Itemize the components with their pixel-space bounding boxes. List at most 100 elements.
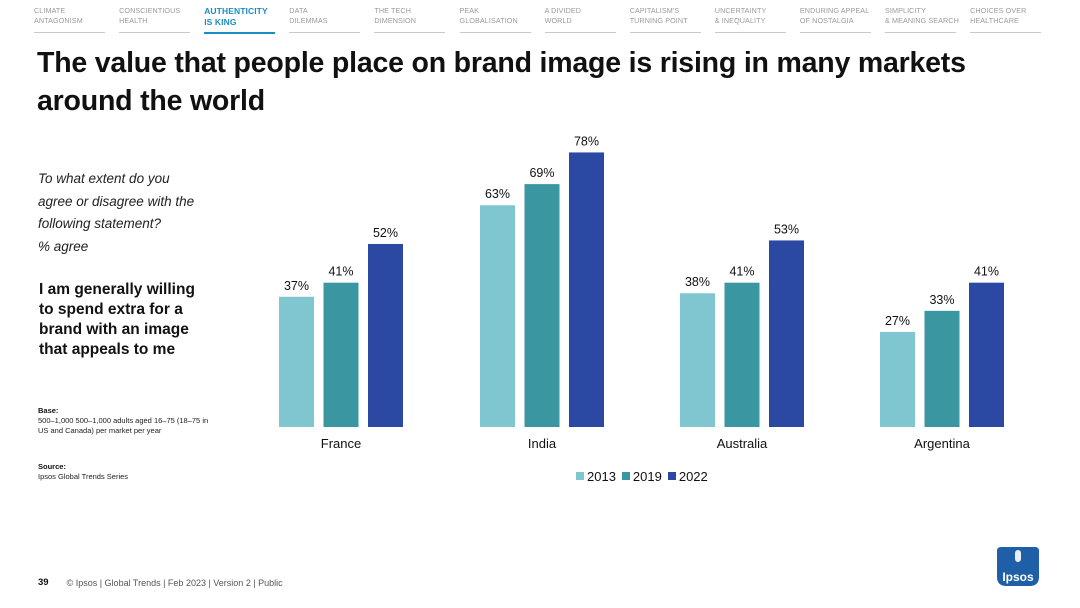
nav-item-4[interactable]: DATA DILEMMAS [289, 6, 361, 33]
bar-australia-2019 [724, 282, 760, 427]
base-heading: Base: [38, 406, 59, 415]
nav-item-label: PEAK [459, 6, 480, 15]
title-line-2: around the world [37, 85, 265, 117]
nav-item-label: A DIVIDED [544, 6, 582, 15]
nav-item-label: CAPITALISM'S [629, 6, 680, 15]
legend-swatch [621, 472, 630, 480]
data-label-france-2022: 52% [373, 226, 398, 240]
nav-item-label: GLOBALISATION [459, 15, 518, 25]
svg-text:Ipsos: Ipsos [1002, 570, 1034, 584]
statement-line-2: to spend extra for a [39, 301, 183, 318]
question-line-3: following statement? [38, 216, 162, 231]
category-label-france: France [321, 436, 361, 451]
data-label-france-2013: 37% [284, 279, 309, 293]
nav-item-label: HEALTHCARE [970, 15, 1019, 25]
nav-item-label: UNCERTAINTY [714, 6, 767, 15]
nav-item-1[interactable]: CLIMATE ANTAGONISM [34, 6, 105, 33]
source-note: Source: Ipsos Global Trends Series [38, 462, 238, 482]
nav-item-label: DATA [289, 6, 308, 15]
nav-item-label: THE TECH [374, 6, 411, 15]
bar-france-2013 [279, 296, 314, 427]
nav-item-label: HEALTH [119, 15, 148, 25]
nav-item-label: ENDURING APPEAL [799, 6, 870, 15]
nav-item-label: CHOICES OVER [970, 6, 1027, 15]
bar-argentina-2022 [969, 282, 1004, 427]
data-label-australia-2019: 41% [729, 265, 754, 279]
nav-item-label: WORLD [544, 15, 572, 25]
page-title: The value that people place on brand ima… [37, 44, 997, 120]
statement-line-3: brand with an image [39, 321, 189, 338]
bar-australia-2022 [769, 240, 804, 427]
base-note: Base: 500–1,000 500–1,000 adults aged 16… [38, 406, 238, 436]
nav-item-10[interactable]: ENDURING APPEAL OF NOSTALGIA [799, 6, 871, 33]
data-label-argentina-2019: 33% [929, 293, 954, 307]
statement-text: I am generally willing to spend extra fo… [39, 280, 239, 360]
question-line-4: % agree [38, 238, 89, 254]
source-line-1: Ipsos Global Trends Series [38, 472, 129, 481]
nav-item-2[interactable]: CONSCIENTIOUS HEALTH [119, 6, 191, 33]
nav-item-11[interactable]: SIMPLICITY & MEANING SEARCH [885, 6, 959, 33]
footer-text: © Ipsos | Global Trends | Feb 2023 | Ver… [66, 577, 283, 588]
data-label-india-2013: 63% [485, 187, 510, 201]
data-label-argentina-2022: 41% [974, 265, 999, 279]
nav-item-label: SIMPLICITY [885, 6, 926, 15]
ipsos-logo: Ipsos [997, 547, 1039, 586]
data-label-australia-2022: 53% [774, 222, 799, 236]
nav-item-label: AUTHENTICITY [204, 6, 268, 16]
nav-item-label: & MEANING SEARCH [885, 15, 959, 25]
data-label-india-2022: 78% [574, 134, 599, 148]
nav-item-5[interactable]: THE TECH DIMENSION [374, 6, 446, 33]
legend-label: 2019 [632, 468, 662, 484]
nav-item-9[interactable]: UNCERTAINTY & INEQUALITY [714, 6, 786, 33]
bar-india-2013 [480, 205, 515, 427]
question-text: To what extent do you agree or disagree … [38, 168, 248, 258]
data-label-argentina-2013: 27% [885, 314, 910, 328]
bar-australia-2013 [680, 293, 715, 427]
legend-swatch [576, 472, 584, 480]
question-line-2: agree or disagree with the [38, 193, 195, 209]
page-number: 39 [38, 577, 49, 588]
category-label-australia: Australia [717, 436, 768, 451]
footer: 39 © Ipsos | Global Trends | Feb 2023 | … [38, 577, 283, 588]
nav-item-label: TURNING POINT [629, 15, 688, 25]
base-line-1: 500–1,000 500–1,000 adults aged 16–75 (1… [38, 416, 209, 425]
legend-item-2019: 2019 [621, 468, 662, 484]
legend-label: 2013 [587, 468, 616, 484]
bar-india-2022 [569, 152, 604, 427]
nav-item-7[interactable]: A DIVIDED WORLD [544, 6, 616, 33]
legend-item-2022: 2022 [667, 468, 708, 484]
nav-item-6[interactable]: PEAK GLOBALISATION [459, 6, 531, 33]
bar-india-2019 [524, 184, 560, 427]
nav-item-label: OF NOSTALGIA [799, 15, 854, 25]
bar-france-2022 [368, 243, 403, 427]
nav-item-8[interactable]: CAPITALISM'S TURNING POINT [629, 6, 701, 33]
nav-item-12[interactable]: CHOICES OVER HEALTHCARE [970, 6, 1042, 33]
title-line-1: The value that people place on brand ima… [37, 47, 966, 79]
data-label-france-2019: 41% [328, 265, 353, 279]
category-label-india: India [528, 436, 557, 451]
nav-item-label: IS KING [204, 17, 237, 27]
nav-item-label: DILEMMAS [289, 15, 328, 25]
category-label-argentina: Argentina [914, 436, 970, 451]
source-heading: Source: [38, 462, 66, 471]
base-line-2: US and Canada) per market per year [38, 426, 162, 435]
nav-item-label: DIMENSION [374, 15, 417, 25]
nav-item-label: ANTAGONISM [34, 15, 83, 25]
question-line-1: To what extent do you [38, 171, 170, 186]
legend-label: 2022 [678, 468, 708, 484]
statement-line-4: that appeals to me [39, 341, 176, 358]
nav-item-label: & INEQUALITY [714, 15, 766, 25]
nav-item-3[interactable]: AUTHENTICITY IS KING [204, 6, 276, 34]
statement-line-1: I am generally willing [39, 281, 195, 298]
chart-legend: 2013 2019 2022 [576, 468, 714, 484]
bar-argentina-2019 [924, 310, 960, 427]
data-label-india-2019: 69% [529, 166, 554, 180]
trend-navigation: CLIMATE ANTAGONISM CONSCIENTIOUS HEALTH AUTH… [34, 6, 1066, 34]
nav-item-label: CLIMATE [34, 6, 66, 15]
legend-swatch [667, 472, 676, 480]
bar-argentina-2013 [880, 331, 915, 427]
legend-item-2013: 2013 [576, 469, 616, 484]
bar-france-2019 [323, 282, 359, 427]
nav-item-label: CONSCIENTIOUS [119, 6, 181, 15]
